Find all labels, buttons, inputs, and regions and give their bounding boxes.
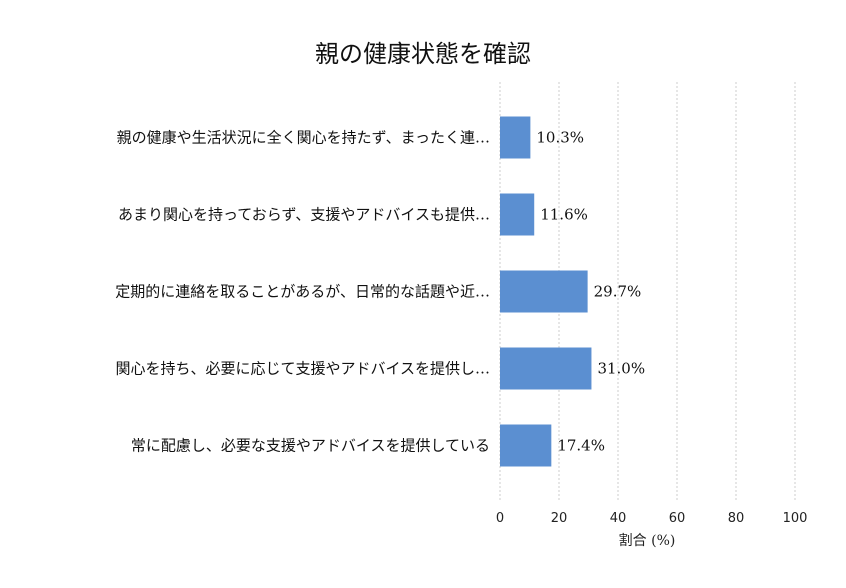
x-tick-label: 60 [669,511,686,526]
bar [500,270,588,313]
bar [500,116,531,159]
value-labels: 10.3% 11.6% 29.7% 31.0% 17.4% [536,129,645,455]
x-tick-labels: 0 20 40 60 80 100 [496,511,808,526]
category-label: 親の健康や生活状況に全く関心を持たず、まったく連… [117,129,490,147]
category-label: あまり関心を持っておらず、支援やアドバイスも提供… [118,206,490,224]
x-axis-label: 割合 (%) [619,532,676,549]
bar [500,347,592,390]
bar [500,424,552,467]
x-tick-label: 0 [496,511,504,526]
category-label: 定期的に連絡を取ることがあるが、日常的な話題や近… [115,283,490,301]
value-label: 11.6% [540,206,588,224]
value-label: 29.7% [594,283,642,301]
category-labels: 親の健康や生活状況に全く関心を持たず、まったく連… あまり関心を持っておらず、支援… [115,129,490,455]
value-label: 17.4% [557,437,605,455]
bar [500,193,535,236]
chart-title: 親の健康状態を確認 [315,40,531,68]
value-label: 10.3% [536,129,584,147]
category-label: 関心を持ち、必要に応じて支援やアドバイスを提供し… [115,360,490,378]
x-tick-label: 40 [610,511,627,526]
bars [500,116,592,467]
value-label: 31.0% [597,360,645,378]
x-tick-label: 20 [551,511,568,526]
x-tick-label: 80 [728,511,745,526]
x-tick-label: 100 [783,511,808,526]
category-label: 常に配慮し、必要な支援やアドバイスを提供している [131,437,490,455]
